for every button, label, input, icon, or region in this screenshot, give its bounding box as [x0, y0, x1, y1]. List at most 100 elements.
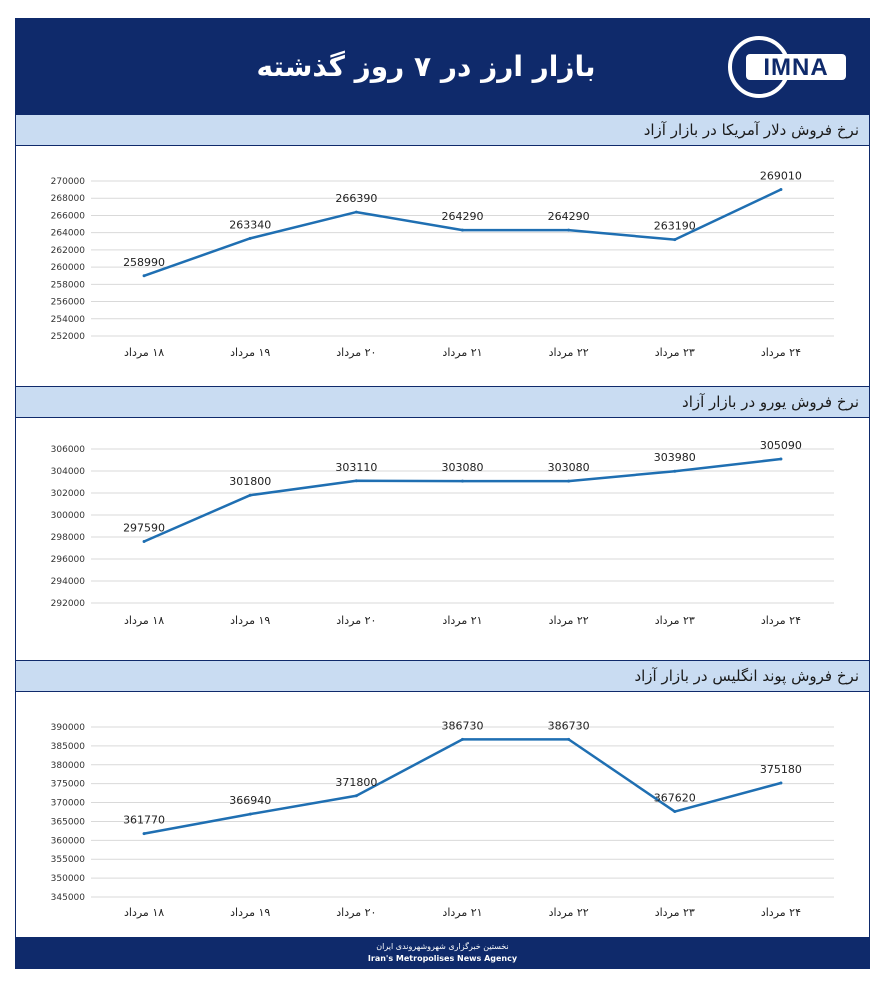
x-tick-label: ۲۲ مرداد [549, 614, 589, 627]
y-tick-label: 306000 [51, 445, 86, 455]
x-tick-label: ۲۴ مرداد [761, 614, 801, 627]
y-tick-label: 264000 [51, 229, 86, 239]
data-point [567, 479, 571, 483]
data-point [461, 479, 464, 483]
y-tick-label: 360000 [51, 836, 86, 846]
data-point [779, 188, 783, 192]
data-point [779, 457, 783, 461]
data-label: 371800 [335, 776, 377, 789]
footer-banner: نخستین خبرگزاری شهروشهروندی ایران Iran's… [16, 937, 869, 968]
chart-gbp: 345000 350000 355000 360000 365000 370000 3750… [51, 719, 834, 919]
x-tick-label: ۱۹ مرداد [230, 906, 270, 919]
y-tick-label: 370000 [51, 799, 86, 809]
data-point [354, 210, 358, 214]
x-tick-label: ۲۰ مرداد [336, 614, 376, 627]
data-label: 367620 [654, 792, 696, 805]
y-tick-label: 302000 [51, 489, 86, 499]
chart-usd: 252000 254000 256000 258000 260000 262000 2640… [51, 170, 834, 359]
section-bar-gbp: نرخ فروش پوند انگلیس در بازار آزاد [16, 660, 869, 692]
x-tick-label: ۱۹ مرداد [230, 346, 270, 359]
data-point [354, 794, 358, 798]
y-tick-label: 252000 [51, 332, 86, 342]
data-point [673, 810, 677, 814]
x-tick-label: ۲۳ مرداد [655, 346, 695, 359]
data-point [461, 228, 464, 232]
x-tick-label: ۱۸ مرداد [124, 346, 164, 359]
y-tick-label: 365000 [51, 817, 86, 827]
x-tick-label: ۱۸ مرداد [124, 906, 164, 919]
data-label: 263340 [229, 218, 271, 231]
data-label: 386730 [442, 719, 484, 732]
data-point [142, 274, 146, 278]
data-point [354, 479, 358, 483]
data-point [779, 781, 783, 785]
data-label: 297590 [123, 522, 165, 535]
header-banner: بازار ارز در ۷ روز گذشته IMNA [16, 19, 869, 114]
data-label: 264290 [442, 210, 484, 223]
chart-title-eur: نرخ فروش یورو در بازار آزاد [682, 393, 859, 411]
y-tick-label: 296000 [51, 555, 86, 565]
y-tick-label: 300000 [51, 511, 86, 521]
y-tick-label: 294000 [51, 577, 86, 587]
x-tick-label: ۲۴ مرداد [761, 906, 801, 919]
y-tick-label: 304000 [51, 467, 86, 477]
data-label: 375180 [760, 763, 802, 776]
data-label: 366940 [229, 794, 271, 807]
data-point [248, 812, 252, 816]
x-tick-label: ۱۹ مرداد [230, 614, 270, 627]
data-point [142, 540, 146, 544]
data-label: 301800 [229, 475, 271, 488]
x-tick-label: ۲۳ مرداد [655, 614, 695, 627]
data-label: 264290 [548, 210, 590, 223]
y-tick-label: 385000 [51, 742, 86, 752]
x-tick-label: ۲۲ مرداد [549, 906, 589, 919]
data-point [567, 228, 571, 232]
data-label: 258990 [123, 256, 165, 269]
data-point [248, 493, 252, 497]
data-label: 303080 [442, 461, 484, 474]
x-tick-label: ۲۰ مرداد [336, 906, 376, 919]
y-tick-label: 260000 [51, 263, 86, 273]
data-label: 303980 [654, 451, 696, 464]
y-tick-label: 375000 [51, 780, 86, 790]
y-tick-label: 270000 [51, 177, 86, 187]
x-tick-label: ۲۱ مرداد [442, 346, 482, 359]
chart-title-gbp: نرخ فروش پوند انگلیس در بازار آزاد [634, 667, 859, 685]
series-line [143, 738, 782, 835]
section-bar-usd: نرخ فروش دلار آمریکا در بازار آزاد [16, 114, 869, 146]
data-point [673, 238, 677, 242]
x-tick-label: ۱۸ مرداد [124, 614, 164, 627]
y-tick-label: 345000 [51, 893, 86, 903]
data-label: 386730 [548, 719, 590, 732]
y-tick-label: 298000 [51, 533, 86, 543]
section-bar-eur: نرخ فروش یورو در بازار آزاد [16, 386, 869, 418]
y-tick-label: 380000 [51, 761, 86, 771]
x-tick-label: ۲۱ مرداد [442, 906, 482, 919]
page-title: بازار ارز در ۷ روز گذشته [256, 50, 596, 83]
footer-persian-text: نخستین خبرگزاری شهروشهروندی ایران [376, 942, 509, 951]
y-tick-label: 258000 [51, 280, 86, 290]
data-label: 263190 [654, 220, 696, 233]
y-tick-label: 268000 [51, 194, 86, 204]
chart-eur: 292000 294000 296000 298000 300000 302000 3040… [51, 439, 834, 627]
data-point [673, 469, 677, 473]
y-tick-label: 390000 [51, 723, 86, 733]
y-tick-label: 254000 [51, 315, 86, 325]
infographic-frame: بازار ارز در ۷ روز گذشته IMNA نرخ فروش د… [15, 18, 870, 969]
imna-logo-icon: IMNA [728, 36, 846, 98]
svg-text:IMNA: IMNA [763, 54, 828, 81]
x-tick-label: ۲۳ مرداد [655, 906, 695, 919]
y-tick-label: 262000 [51, 246, 86, 256]
y-tick-label: 350000 [51, 874, 86, 884]
x-tick-label: ۲۲ مرداد [549, 346, 589, 359]
data-label: 266390 [335, 192, 377, 205]
data-point [567, 737, 571, 741]
x-tick-label: ۲۱ مرداد [442, 614, 482, 627]
data-label: 303110 [335, 461, 377, 474]
data-point [248, 236, 252, 240]
data-label: 269010 [760, 170, 802, 183]
x-tick-label: ۲۰ مرداد [336, 346, 376, 359]
chart-title-usd: نرخ فروش دلار آمریکا در بازار آزاد [643, 121, 859, 139]
footer-english-text: Iran's Metropolises News Agency [367, 954, 518, 963]
y-tick-label: 292000 [51, 599, 86, 609]
